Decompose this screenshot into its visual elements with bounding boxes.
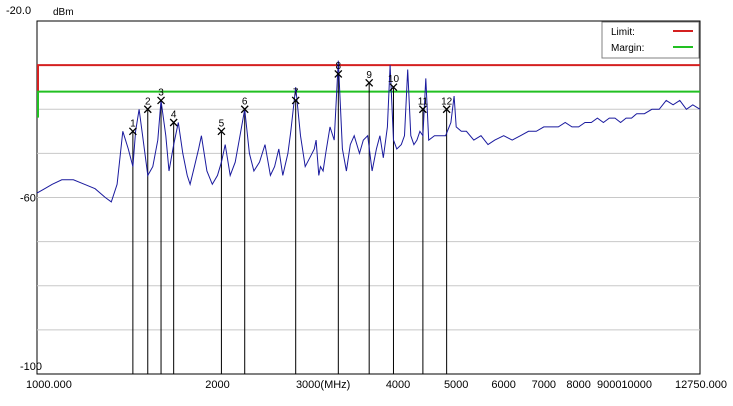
legend-limit-label: Limit: bbox=[611, 27, 635, 38]
y-axis-ticks: -20.0 -60 -100 bbox=[6, 5, 42, 373]
marker-label: 12 bbox=[441, 96, 453, 107]
marker-x-symbol bbox=[291, 96, 300, 105]
y-unit-label: dBm bbox=[53, 7, 74, 18]
marker-x-symbol bbox=[365, 78, 374, 87]
marker-x-symbol bbox=[157, 96, 165, 105]
x-tick-label: 7000 bbox=[532, 379, 556, 391]
marker-label: 4 bbox=[171, 109, 177, 120]
x-tick-label: 2000 bbox=[205, 379, 229, 391]
marker-label: 6 bbox=[242, 96, 248, 107]
marker-x-symbol bbox=[169, 118, 178, 127]
spectrum-trace bbox=[36, 60, 701, 203]
legend-box bbox=[601, 21, 700, 59]
marker-label: 3 bbox=[158, 87, 164, 98]
x-tick-label: 9000 bbox=[597, 379, 621, 391]
marker-label: 10 bbox=[388, 74, 400, 85]
marker-lines bbox=[132, 73, 448, 374]
marker-x-symbol bbox=[334, 69, 343, 78]
marker-label: 5 bbox=[219, 118, 225, 129]
x-tick-label: 6000 bbox=[491, 379, 515, 391]
x-tick-label: 10000 bbox=[621, 379, 652, 391]
marker-label: 1 bbox=[130, 118, 136, 129]
marker-label: 2 bbox=[145, 96, 151, 107]
marker-label: 11 bbox=[418, 96, 429, 107]
y-tick-label: -20.0 bbox=[6, 5, 31, 17]
marker-label: 7 bbox=[293, 87, 299, 98]
x-axis-ticks: 1000.000 2000 3000(MHz) 4000 5000 6000 7000 800… bbox=[26, 379, 727, 391]
marker-label: 9 bbox=[366, 70, 372, 81]
marker-x-symbol bbox=[418, 105, 427, 114]
marker-x-symbol bbox=[389, 83, 398, 92]
legend-margin-label: Margin: bbox=[611, 43, 644, 54]
x-tick-label: 1000.000 bbox=[26, 379, 72, 391]
x-tick-label: 4000 bbox=[386, 379, 410, 391]
y-tick-label: -100 bbox=[20, 361, 42, 373]
y-tick-label: -60 bbox=[20, 193, 36, 205]
marker-label: 8 bbox=[336, 61, 342, 72]
marker-x-symbol bbox=[442, 105, 451, 114]
x-tick-label: 12750.000 bbox=[675, 379, 727, 391]
marker-x-symbol bbox=[143, 105, 152, 114]
x-tick-label: 8000 bbox=[566, 379, 590, 391]
marker-x-symbol bbox=[240, 105, 249, 114]
x-tick-label: 5000 bbox=[444, 379, 468, 391]
legend: Limit: Margin: bbox=[601, 21, 700, 59]
x-tick-label: 3000(MHz) bbox=[296, 379, 350, 391]
marker-x-symbol bbox=[128, 127, 137, 136]
marker-x-symbol bbox=[217, 127, 226, 136]
